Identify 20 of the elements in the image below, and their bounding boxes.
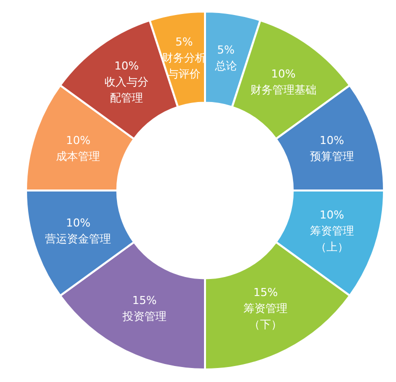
- data-label: 10%: [66, 134, 90, 148]
- slice-label: 财务分析与评价: [162, 52, 206, 81]
- slice-label: 收入与分配管理: [104, 75, 149, 104]
- data-label: 5%: [175, 36, 193, 49]
- slice-label: 筹资管理（上）: [310, 224, 354, 254]
- slice-label: 投资管理: [121, 310, 166, 324]
- slice-label: 总论: [214, 60, 237, 73]
- slice-label: 营运资金管理: [45, 232, 112, 246]
- data-label: 15%: [132, 294, 157, 308]
- slice-label: 成本管理: [56, 150, 100, 164]
- data-label: 10%: [271, 67, 296, 80]
- slice-label: 筹资管理（下）: [244, 302, 288, 332]
- data-label: 10%: [320, 208, 344, 222]
- data-label: 15%: [253, 286, 278, 300]
- data-label: 10%: [114, 59, 139, 72]
- data-label: 10%: [66, 216, 90, 230]
- data-label: 5%: [217, 44, 235, 57]
- data-label: 10%: [320, 134, 344, 148]
- slice-label: 财务管理基础: [250, 83, 316, 96]
- slice-label: 预算管理: [310, 150, 354, 164]
